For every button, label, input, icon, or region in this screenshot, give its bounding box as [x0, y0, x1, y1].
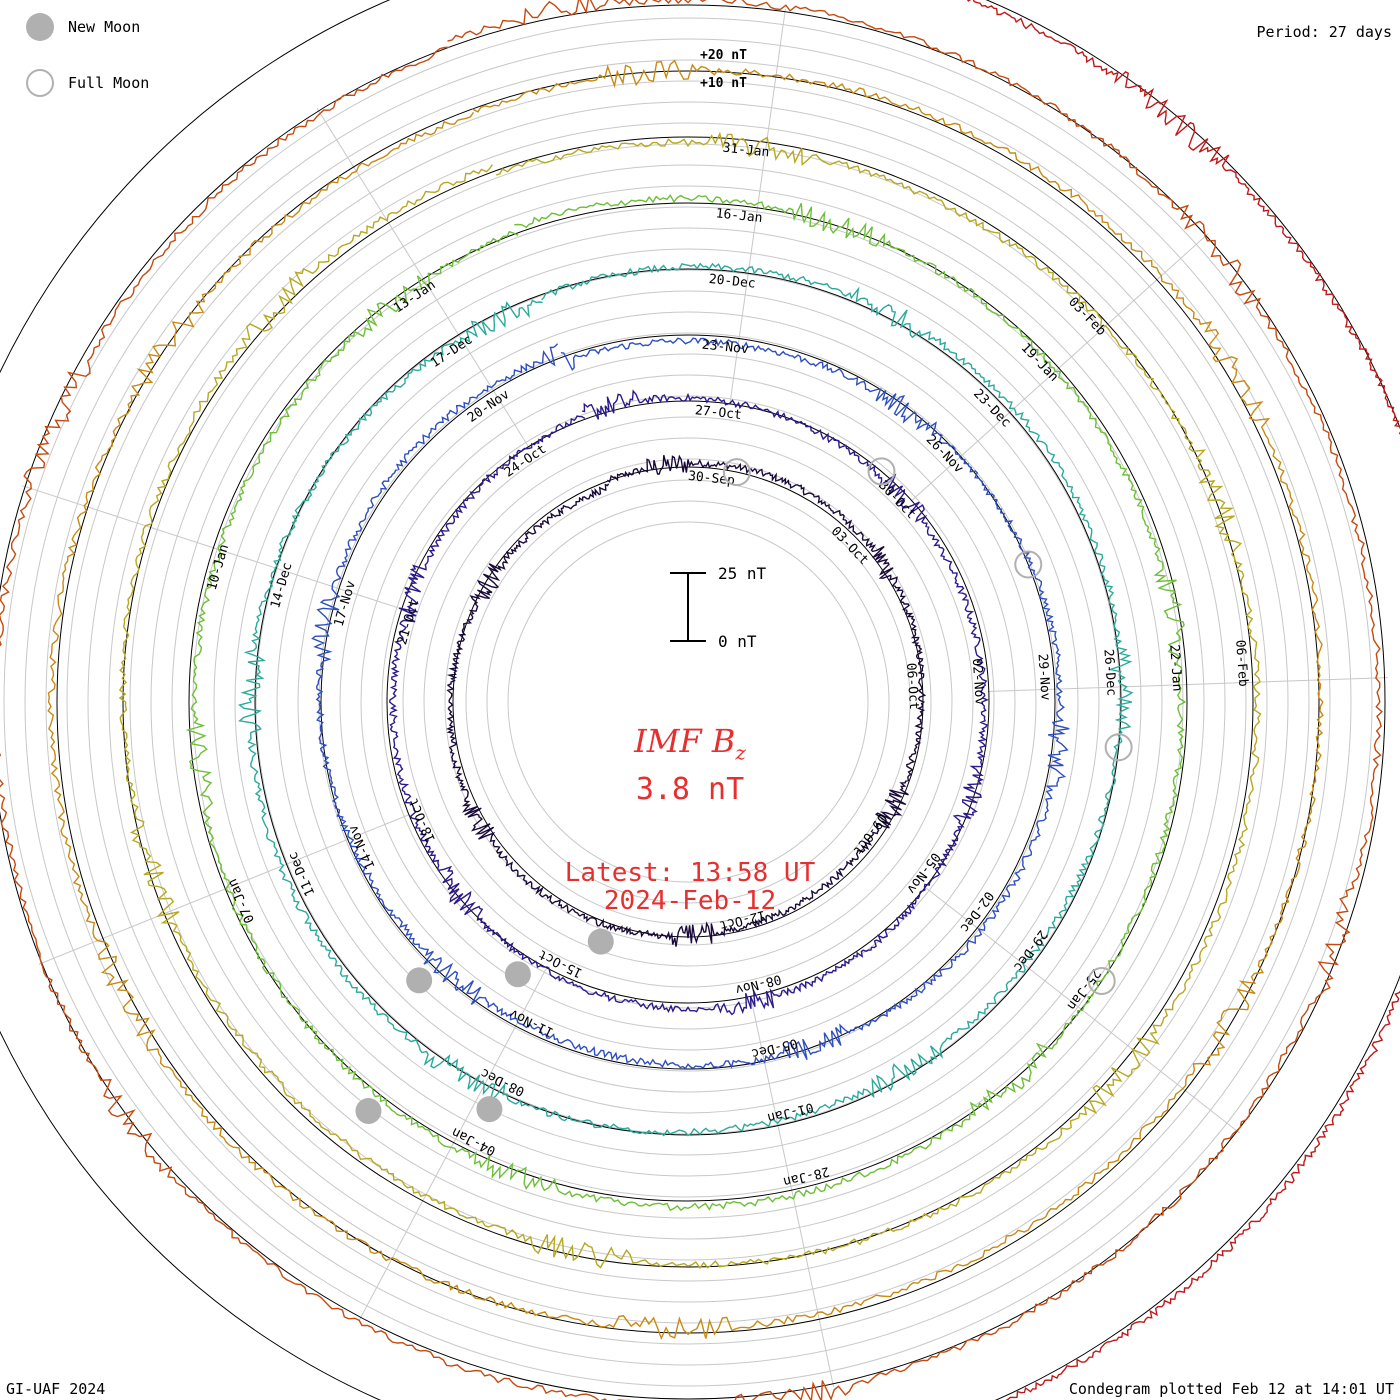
footer-plot-time: Condegram plotted Feb 12 at 14:01 UT: [1068, 1380, 1394, 1398]
bz-trace-rotation-9: [966, 0, 1400, 1400]
rotation-baseline-2: [386, 400, 990, 1004]
date-label: 30-Sep: [687, 469, 735, 489]
date-label: 25-Jan: [1063, 966, 1103, 1013]
guide-ring: [150, 164, 1226, 1240]
guide-ring: [213, 227, 1163, 1177]
new-moon-marker: [406, 967, 433, 994]
date-label: 16-Jan: [715, 206, 763, 226]
rotation-baseline-3: [320, 334, 1056, 1070]
rotation-baseline-8: [0, 4, 1386, 1400]
latest-time: Latest: 13:58 UT: [564, 858, 816, 888]
new-moon-icon: [26, 13, 54, 41]
date-label: 06-Feb: [1232, 639, 1250, 687]
rotation-baseline-6: [122, 136, 1254, 1268]
bz-trace-rotation-1: [445, 454, 927, 947]
new-moon-marker: [355, 1097, 382, 1124]
date-label: 26-Dec: [1100, 649, 1118, 697]
scale-bottom-label: 0 nT: [718, 632, 757, 651]
full-moon-marker: [722, 458, 751, 487]
bz-trace-rotation-2: [388, 389, 989, 1016]
parameter-main: IMF B: [634, 722, 736, 760]
legend-new-moon: New Moon: [26, 13, 140, 41]
guide-ring: [276, 290, 1100, 1114]
bz-trace-rotation-5: [185, 194, 1187, 1212]
footer-credit: GI-UAF 2024: [6, 1380, 106, 1398]
date-label: 22-Jan: [1166, 644, 1184, 692]
rotation-baseline-5: [188, 202, 1188, 1202]
parameter-sub: z: [735, 740, 746, 765]
full-moon-label: Full Moon: [68, 74, 150, 92]
guide-ring: [24, 38, 1352, 1366]
current-value: 3.8 nT: [635, 772, 745, 807]
date-label: 21-Oct: [395, 597, 422, 646]
full-moon-marker: [1104, 733, 1133, 762]
date-label: 28-Jan: [782, 1163, 831, 1189]
guide-ring: [129, 143, 1247, 1261]
date-label: 10-Jan: [205, 543, 232, 592]
moon-markers: [355, 457, 1133, 1124]
new-moon-label: New Moon: [68, 18, 141, 36]
new-moon-marker: [587, 928, 614, 955]
scale-top-label: 25 nT: [718, 564, 767, 583]
date-label: 02-Nov: [969, 658, 987, 706]
guide-ring: [171, 185, 1205, 1219]
guide-ring: [234, 248, 1142, 1156]
guide-ring: [402, 416, 974, 988]
bz-trace-rotation-3: [311, 337, 1070, 1070]
guide-ring: [108, 122, 1268, 1282]
date-label: 20-Nov: [465, 387, 512, 426]
guide-ring: [192, 206, 1184, 1198]
date-label: 03-Oct: [828, 524, 871, 568]
period-label: Period: 27 days: [1256, 23, 1392, 41]
rotation-baseline-7: [56, 70, 1320, 1334]
date-label: 29-Nov: [1034, 653, 1052, 701]
guide-ring: [465, 479, 911, 925]
bz-trace-rotation-4: [238, 262, 1134, 1137]
guide-ring: [318, 332, 1058, 1072]
bz-trace-rotation-7: [47, 59, 1324, 1341]
legend-full-moon: Full Moon: [26, 69, 149, 97]
bz-trace-rotation-6: [118, 131, 1262, 1270]
date-label: 20-Dec: [708, 272, 756, 292]
date-label: 31-Jan: [722, 141, 770, 161]
latest-date: 2024-Feb-12: [603, 886, 777, 916]
guide-ring: [486, 500, 890, 904]
guide-ring: [3, 17, 1373, 1387]
full-moon-marker: [867, 457, 896, 486]
full-moon-marker: [1087, 967, 1116, 996]
guide-ring: [360, 374, 1016, 1030]
guide-ring: [297, 311, 1079, 1093]
full-moon-icon: [26, 69, 54, 97]
date-label: 27-Oct: [694, 403, 742, 423]
guide-ring: [255, 269, 1121, 1135]
scale-bar: [670, 572, 706, 642]
new-moon-marker: [476, 1096, 503, 1123]
ring-label-plus10: +10 nT: [700, 76, 747, 91]
guide-ring: [339, 353, 1037, 1051]
date-label: 06-Oct: [903, 662, 921, 710]
parameter-title: IMF Bz: [440, 722, 940, 764]
ring-label-plus20: +20 nT: [700, 48, 747, 63]
guide-ring: [45, 59, 1331, 1345]
center-disk: [528, 542, 848, 862]
guide-rings: [3, 17, 1373, 1387]
guide-ring: [507, 521, 869, 883]
new-moon-marker: [504, 961, 531, 988]
guide-ring: [444, 458, 932, 946]
guide-ring: [423, 437, 953, 967]
guide-ring: [87, 101, 1289, 1303]
full-moon-marker: [1014, 550, 1043, 579]
date-label: 08-Nov: [733, 971, 782, 997]
guide-ring: [66, 80, 1310, 1324]
date-label: 17-Nov: [332, 579, 359, 628]
date-label: 23-Nov: [701, 338, 749, 358]
